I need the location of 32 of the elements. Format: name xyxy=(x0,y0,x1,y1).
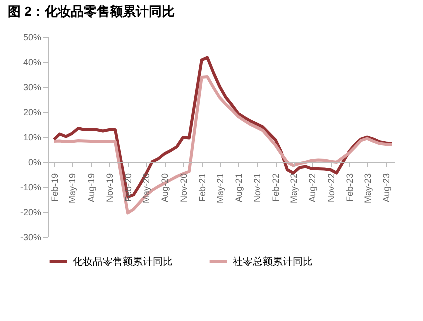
x-tick-label: May-22 xyxy=(289,174,300,204)
x-tick-label: Aug-19 xyxy=(86,174,96,203)
y-tick-label: 50% xyxy=(23,32,42,42)
y-tick-label: 40% xyxy=(23,58,42,68)
y-tick-label: -20% xyxy=(20,208,42,218)
x-tick-label: Nov-20 xyxy=(178,174,189,203)
x-tick-label: May-21 xyxy=(215,174,226,204)
x-tick-label: Nov-19 xyxy=(104,174,115,203)
x-tick-label: Feb-21 xyxy=(197,174,208,202)
x-tick-label: Aug-23 xyxy=(381,174,392,203)
chart-title: 图 2：化妆品零售额累计同比 xyxy=(8,4,175,19)
x-tick-label: Feb-19 xyxy=(50,174,60,202)
x-tick-label: Feb-20 xyxy=(123,174,134,202)
y-tick-label: 0% xyxy=(28,158,42,168)
x-tick-label: Feb-23 xyxy=(344,174,355,202)
y-tick-label: -30% xyxy=(20,232,42,242)
x-tick-label: Aug-20 xyxy=(160,174,170,203)
line-series xyxy=(52,76,394,215)
y-tick-label: 20% xyxy=(23,108,42,118)
legend-label: 化妆品零售额累计同比 xyxy=(73,256,173,268)
x-tick-label: Feb-22 xyxy=(271,174,282,202)
x-tick-label: Nov-21 xyxy=(252,174,263,203)
legend-label: 社零总额累计同比 xyxy=(233,256,313,268)
y-tick-label: -10% xyxy=(20,182,42,192)
x-tick-label: May-23 xyxy=(362,174,373,204)
x-tick-label: Aug-22 xyxy=(308,174,318,203)
x-tick-label: Aug-21 xyxy=(234,174,244,203)
x-tick-label: May-20 xyxy=(142,174,152,204)
y-tick-label: 30% xyxy=(23,82,42,92)
x-tick-label: Nov-22 xyxy=(326,174,336,203)
y-tick-label: 10% xyxy=(23,132,42,142)
x-tick-label: May-19 xyxy=(68,174,78,204)
